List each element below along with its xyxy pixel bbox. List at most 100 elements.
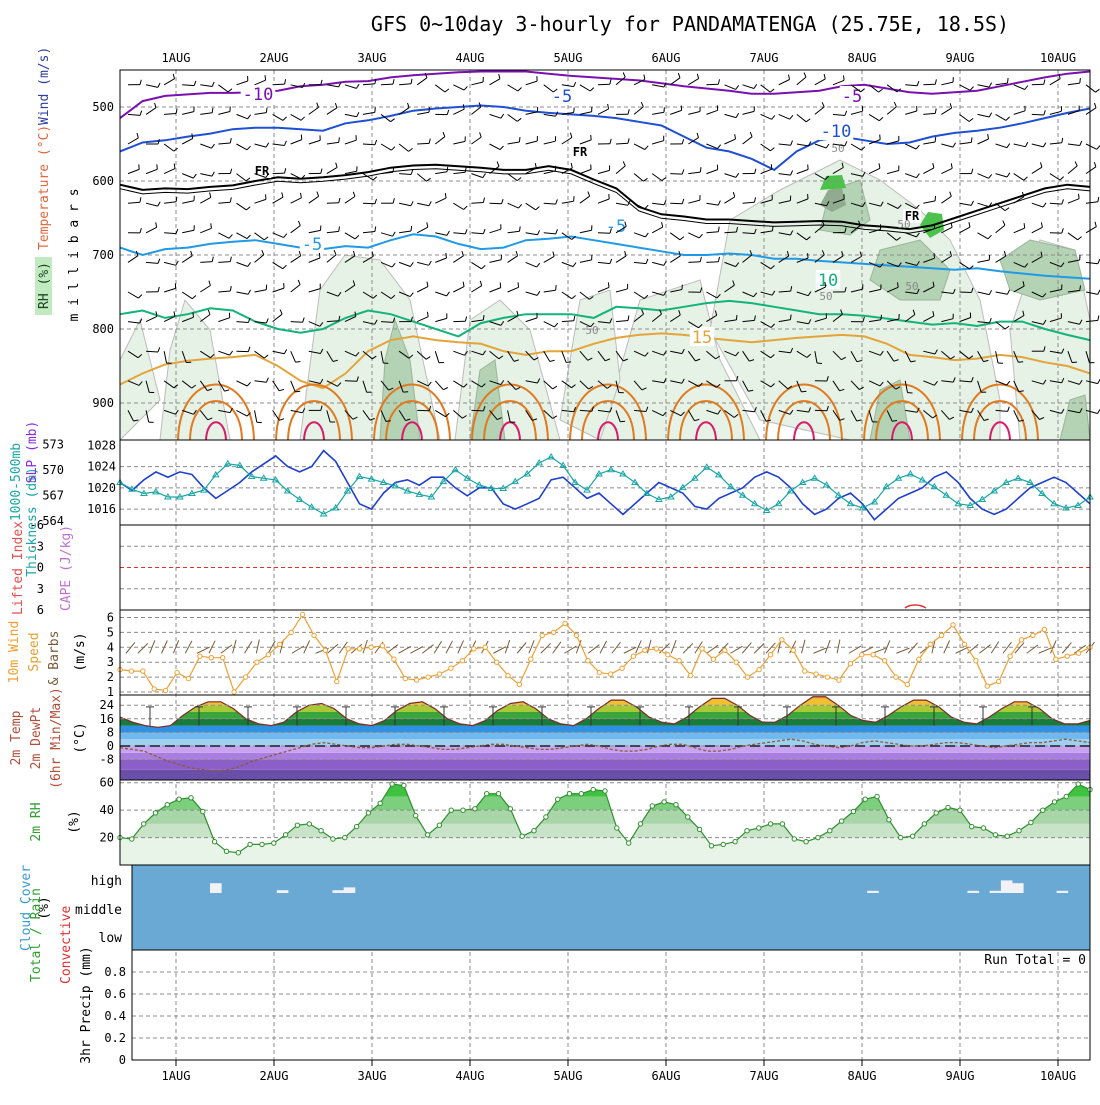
wind-barb-flag [464,86,467,90]
wind-speed-marker [186,676,190,680]
rh-marker [1017,829,1021,833]
wind-barb-flag [623,73,625,78]
wind10m-barb [624,647,637,653]
wind-barb-flag [428,382,431,386]
wind-barb [291,322,303,323]
wind-speed-marker [666,653,670,657]
wind-speed-marker [300,612,304,616]
wind-barb [652,141,664,144]
wind-speed-marker [1065,654,1069,658]
wind-barb [1050,203,1062,204]
wind-barb [923,84,935,85]
wind-barb-flag [140,197,141,202]
wind10m-barb [541,643,551,653]
wind-barb-flag [772,115,775,119]
wind-barb [598,170,610,173]
wind-barb [1068,233,1078,240]
wind-barb [706,203,718,205]
wind-barb [526,233,538,235]
wind-speed-marker [1054,657,1058,661]
wind10m-barb [813,648,826,653]
wind-barb-flag [662,178,666,181]
wind10m-barb [707,645,718,653]
wind-barb-flag [176,109,177,114]
temp-left-label-group: 2m DewPt [29,707,44,770]
rh-marker [1076,782,1080,786]
wind-speed-marker [768,653,772,657]
wind-barb-flag [790,115,793,119]
thickness-tick-label: 567 [42,488,64,502]
wind-barb [236,174,246,181]
wind-barb-flag [972,169,973,174]
wind-barb [236,322,248,323]
wind-barb [435,381,443,390]
rh-marker [544,815,548,819]
wind-speed-marker [403,676,407,680]
rh-band [120,824,1090,838]
cloud-high-bar [1012,883,1024,893]
wind-barb-flag [262,250,264,255]
wind-barb-flag [321,169,322,174]
wind-barb [490,203,502,204]
wind-barb [490,260,502,263]
wind-barb-flag [682,169,684,174]
wind-barb-flag [447,167,448,172]
wind-barb [797,77,806,85]
wind-barb [1086,262,1098,263]
wind-barb-flag [1060,177,1064,180]
wind-barb-flag [806,119,810,122]
temp-band [120,726,1090,733]
isotherm-label: 15 [692,328,712,348]
wind-barb [453,287,464,292]
wind-barb-flag [517,178,521,181]
wind-barb [959,85,970,91]
wind-barb [508,256,518,263]
wind-barb [381,172,393,173]
wind-barb-flag [773,226,774,231]
wind10m-barb [1062,643,1071,654]
wind-barb [580,112,592,115]
wind-barb [345,114,357,116]
wind-barb-flag [140,80,141,85]
wind-barb [327,231,339,232]
wind-barb-flag [212,144,215,148]
wind-barb [851,144,861,150]
wind-axis-label: (m/s) [73,632,88,671]
wind-left-label-group: 10m Wind [7,621,22,684]
day-label-bottom: 8AUG [848,1069,877,1083]
lifted-index-trace [905,605,926,608]
wind-barb-flag [463,104,464,109]
wind-barb [779,80,790,85]
wind-speed-marker [129,669,133,673]
wind10m-barb [505,640,509,653]
wind-barb [544,171,556,174]
wind-speed-marker [392,657,396,661]
wind-barb-flag [465,167,466,172]
wind-barb [273,173,285,174]
cloud-high-bar [277,890,289,893]
wind10m-barb [588,645,599,654]
wind-barb [996,144,1007,148]
wind-barb [544,141,556,144]
rh-marker [201,809,205,813]
wind-barb [345,197,355,204]
rh-marker [851,809,855,813]
thickness-tick-label: 573 [42,437,64,451]
wind-speed-marker [517,682,521,686]
rh-marker [307,822,311,826]
wind-barb-flag [934,253,935,258]
cloud-high-bar [1001,880,1013,893]
wind-barb [291,198,302,203]
wind-barb-flag [608,104,609,109]
wind-speed-marker [997,679,1001,683]
wind-barb-flag [1008,407,1010,412]
wind-barb-flag [845,111,847,116]
wind-barb [146,262,158,263]
wind-barb [688,233,699,238]
wind-barb [345,233,355,239]
wind-barb [490,114,501,118]
wind-barb-flag [353,192,355,197]
thickness-panel-frame [120,440,1090,525]
wind-barb [309,140,320,144]
rh-marker [402,783,406,787]
